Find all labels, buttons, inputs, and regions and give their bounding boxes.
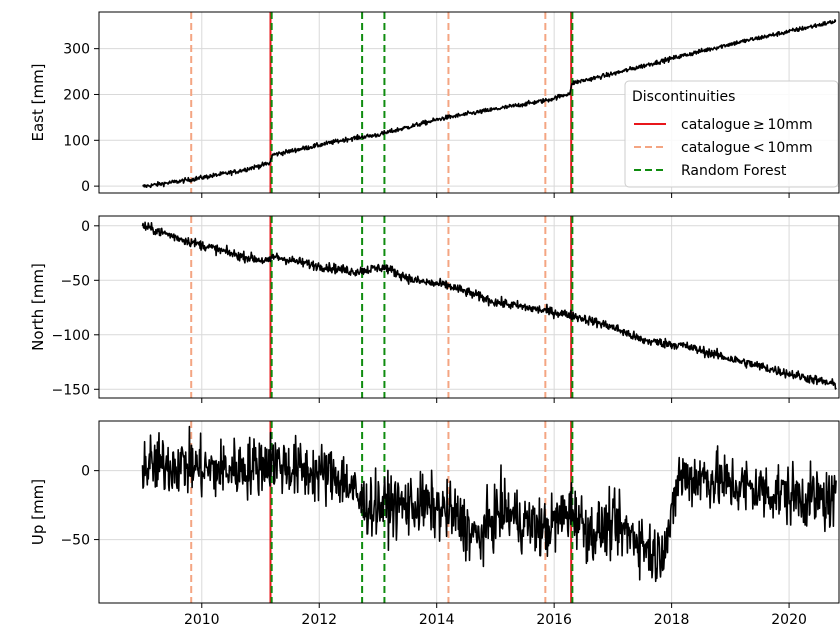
legend-label-catalogue-lt: catalogue < 10mm	[681, 140, 813, 156]
panel-1: 0 100 200 300 East [mm]	[29, 11, 840, 198]
x-tick-label: 2016	[536, 612, 572, 628]
x-tick-label: 2012	[301, 612, 337, 628]
y-tick-label: 100	[63, 133, 90, 149]
x-tick-label: 2018	[654, 612, 690, 628]
panel-frame	[98, 420, 840, 604]
legend-label-random-forest: Random Forest	[681, 163, 787, 179]
panel-3: 0 −50 Up [mm]	[29, 420, 840, 608]
discontinuity-lines	[190, 12, 574, 193]
series-line-1	[142, 19, 837, 189]
x-tick-label: 2014	[419, 612, 455, 628]
y-axis-label: East [mm]	[29, 63, 47, 141]
y-tick-label: 0	[81, 179, 90, 195]
y-tick-label: 0	[81, 464, 90, 480]
series-line-2	[141, 221, 837, 390]
legend-title: Discontinuities	[632, 89, 735, 105]
x-tick-label: 2010	[184, 612, 220, 628]
legend-label-catalogue-ge: catalogue ≥ 10mm	[681, 117, 813, 133]
y-axis-label: North [mm]	[29, 263, 47, 351]
panel-2: 0 −50 −100 −150 North [mm]	[29, 215, 840, 403]
panel-frame	[98, 11, 840, 194]
y-axis-label: Up [mm]	[29, 479, 47, 545]
legend-frame	[624, 80, 839, 188]
x-tick-label: 2020	[771, 612, 807, 628]
y-tick-label: 200	[63, 87, 90, 103]
discontinuity-lines	[190, 216, 574, 398]
y-tick-label: 0	[81, 219, 90, 235]
x-axis: 2010 2012 2014 2016 2018 2020	[184, 612, 807, 628]
series-line-3	[141, 425, 837, 583]
y-tick-label: 300	[63, 42, 90, 58]
legend: Discontinuities catalogue ≥ 10mm catalog…	[624, 80, 839, 188]
y-tick-label: −50	[60, 533, 90, 549]
y-tick-label: −50	[60, 273, 90, 289]
y-tick-label: −100	[52, 328, 90, 344]
y-tick-label: −150	[52, 382, 90, 398]
panel-frame	[98, 215, 840, 399]
chart-panels: 0 100 200 300 East [mm] 0 −50 −100 −150 North [mm…	[29, 11, 840, 608]
